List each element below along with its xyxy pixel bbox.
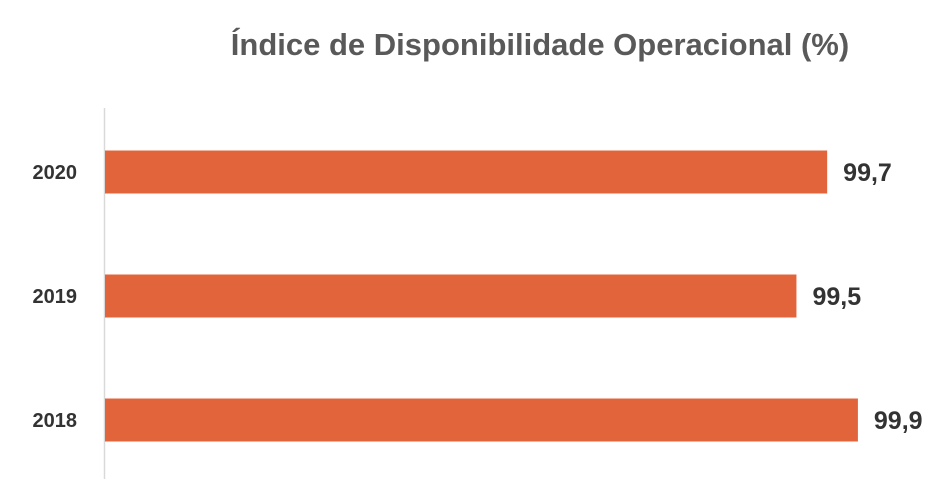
- bar-2019: [105, 274, 797, 318]
- chart-title: Índice de Disponibilidade Operacional (%…: [231, 27, 849, 62]
- value-label-2020: 99,7: [843, 159, 892, 187]
- bar-2018: [105, 398, 858, 442]
- value-label-2019: 99,5: [812, 283, 861, 311]
- bar-group: 2020 99,7 2019 99,5 2018 99,9: [33, 150, 923, 442]
- category-label-2020: 2020: [33, 162, 78, 184]
- category-label-2019: 2019: [33, 286, 78, 308]
- value-label-2018: 99,9: [874, 407, 923, 435]
- bar-2020: [105, 150, 828, 194]
- category-label-2018: 2018: [33, 410, 78, 432]
